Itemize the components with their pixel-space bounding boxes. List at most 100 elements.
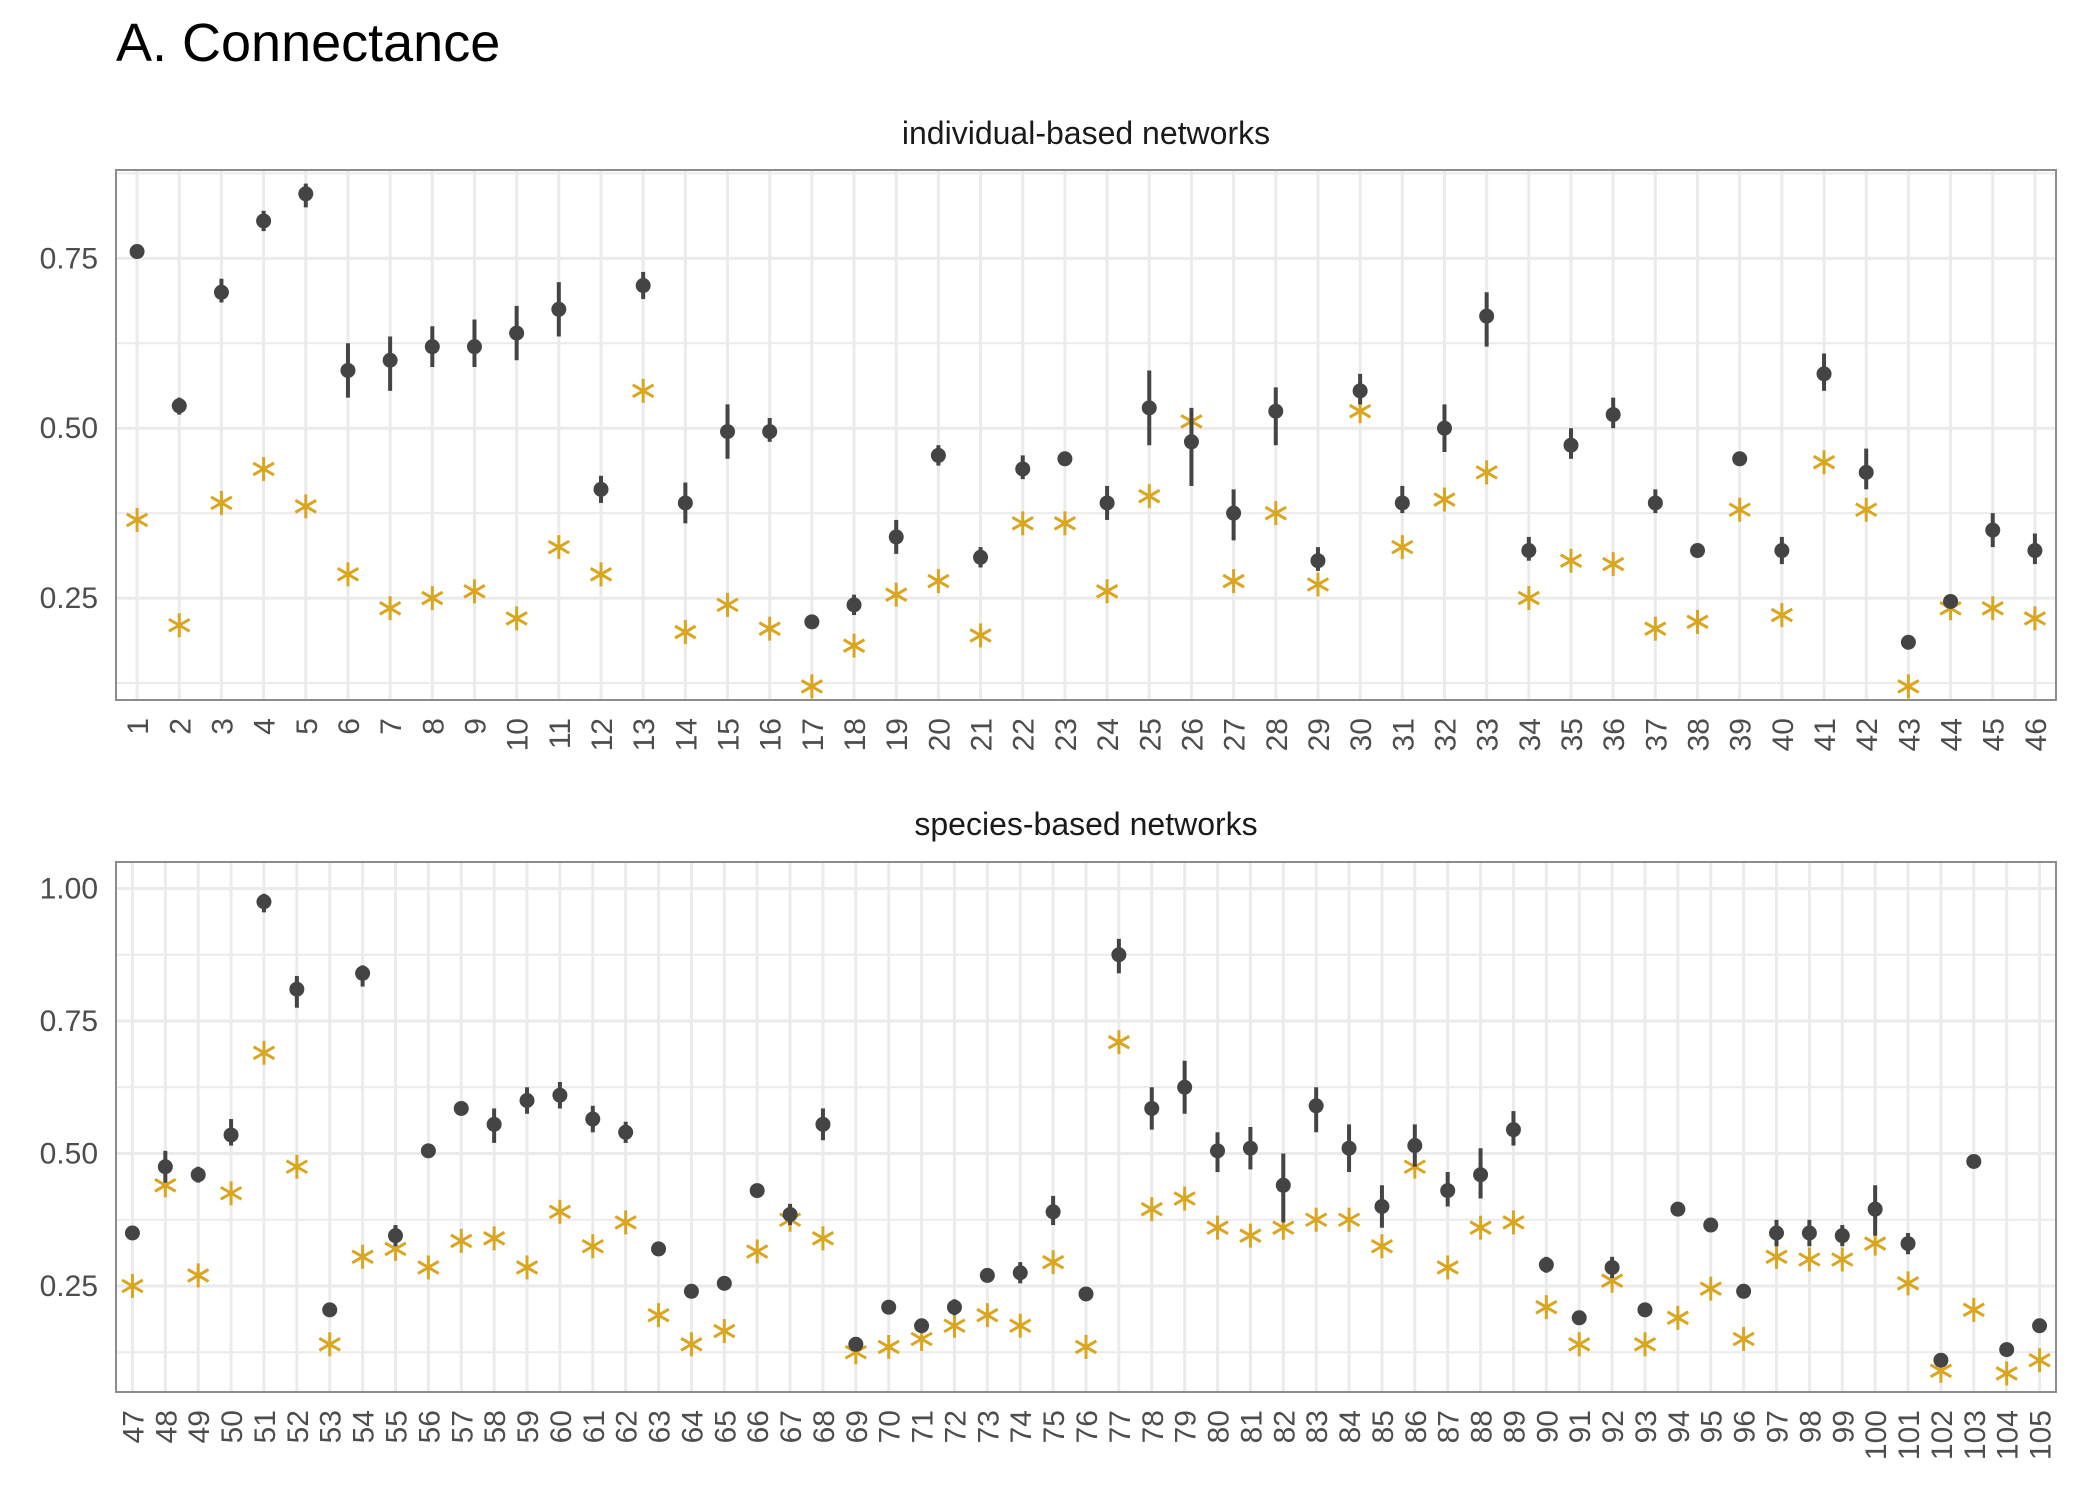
x-tick-label: 76 [1071,1410,1104,1443]
x-tick-label: 8 [417,718,450,735]
observed-point [1473,1167,1489,1183]
x-tick-label: 22 [1008,718,1041,751]
x-tick-label: 56 [413,1410,446,1443]
observed-point [1985,522,2001,538]
x-tick-label: 102 [1926,1410,1959,1460]
x-tick-label: 23 [1050,718,1083,751]
panel-species-networks: species-based networks 0.25 0.50 0.75 1.00 4… [40,806,2058,1460]
expected-marker [351,1244,374,1269]
expected-marker [680,1332,703,1357]
observed-point [453,1100,469,1116]
expected-marker [1053,511,1077,536]
x-tick-label: 29 [1303,718,1336,751]
x-tick-label: 18 [839,718,872,751]
x-tick-label: 72 [939,1410,972,1443]
x-tick-label: 95 [1696,1410,1729,1443]
x-tick-label: 71 [907,1410,940,1443]
x-tick-label: 44 [1936,718,1969,751]
x-tick-label: 70 [874,1410,907,1443]
x-tick-label: 86 [1400,1410,1433,1443]
observed-point [387,1228,403,1244]
observed-point [846,597,862,613]
expected-marker [1812,450,1836,475]
x-tick-label: 85 [1367,1410,1400,1443]
observed-point [171,398,187,414]
x-tick-label: 105 [2025,1410,2058,1460]
observed-point [1015,461,1031,477]
expected-marker [187,1263,210,1288]
expected-marker [482,1226,506,1251]
x-tick-label: 103 [1959,1410,1992,1460]
x-tick-label: 66 [742,1410,775,1443]
x-tick-label: 27 [1219,718,1252,751]
observed-point [888,529,904,545]
x-tick-label: 78 [1137,1410,1170,1443]
expected-marker [168,613,191,638]
expected-marker [450,1228,473,1253]
x-tick-label: 52 [282,1410,315,1443]
expected-marker [885,582,908,607]
expected-marker [674,620,697,645]
x-tick-label: 77 [1104,1410,1137,1443]
observed-point [509,325,525,341]
x-tick-label: 75 [1038,1410,1071,1443]
observed-point [979,1267,995,1283]
expected-marker [336,562,360,587]
observed-point [635,278,651,294]
x-tick-label: 104 [1992,1410,2025,1460]
expected-marker [1896,1271,1920,1296]
expected-marker [1686,609,1709,634]
observed-point [190,1167,206,1183]
observed-point [289,981,305,997]
expected-marker [1305,1207,1328,1232]
expected-marker [589,562,613,587]
observed-point [683,1283,699,1299]
expected-marker [548,1199,572,1224]
observed-point [973,549,989,565]
expected-marker [252,1040,276,1065]
observed-point [1571,1310,1587,1326]
y-tick-label: 0.50 [40,1138,98,1171]
expected-marker [581,1234,604,1259]
observed-point [1900,634,1916,650]
observed-point [1769,1225,1785,1241]
x-tick-label: 73 [972,1410,1005,1443]
observed-point [1834,1228,1850,1244]
observed-point [1045,1204,1061,1220]
gridlines [116,170,2056,700]
x-tick-label: 26 [1176,718,1209,751]
x-tick-label: 96 [1729,1410,1762,1443]
observed-point [124,1225,140,1241]
y-tick-label: 0.50 [40,412,98,445]
expected-marker [1206,1215,1229,1240]
observed-point [1867,1201,1883,1217]
expected-marker [1173,1186,1196,1211]
observed-point [1858,464,1874,480]
x-tick-label: 25 [1134,718,1167,751]
expected-marker [1535,1295,1558,1320]
observed-point [322,1302,338,1318]
x-tick-label: 83 [1301,1410,1334,1443]
observed-point [848,1336,864,1352]
expected-marker [1502,1210,1525,1235]
y-tick-label: 0.75 [40,242,98,275]
x-tick-label: 63 [644,1410,677,1443]
expected-marker [877,1334,900,1359]
observed-point [1538,1257,1554,1273]
observed-point [1774,543,1790,559]
observed-point [946,1299,962,1315]
y-tick-label: 0.25 [40,582,98,615]
observed-point [804,614,820,630]
observed-point [762,424,778,440]
expected-marker [1644,616,1667,641]
x-tick-label: 11 [544,718,577,749]
x-tick-label: 31 [1387,718,1420,751]
expected-marker [121,1274,144,1298]
x-tick-label: 3 [206,718,239,735]
observed-point [881,1299,897,1315]
x-tick-label: 58 [479,1410,512,1443]
x-tick-label: 67 [775,1410,808,1443]
observed-point [1144,1100,1160,1116]
panel-border [115,861,2057,1393]
expected-marker [842,633,866,658]
